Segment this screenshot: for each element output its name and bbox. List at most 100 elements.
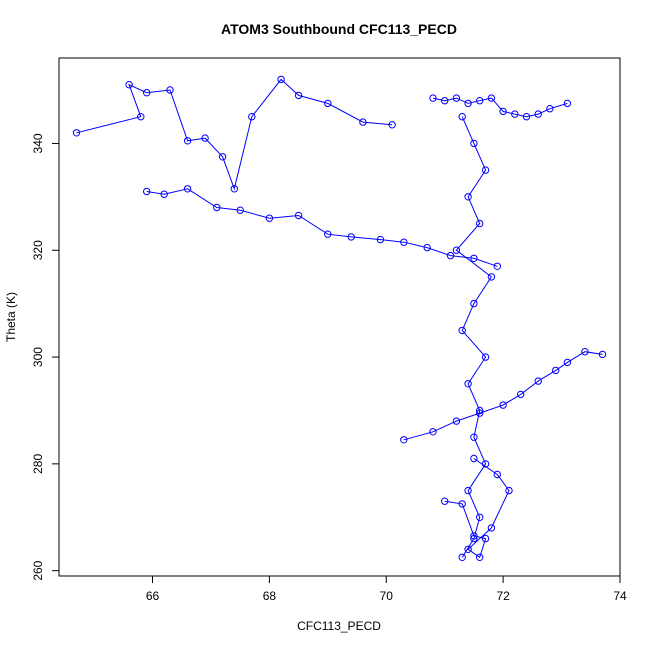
series-profile-tail-bottom	[441, 454, 513, 561]
data-point	[294, 211, 303, 220]
series-line	[76, 78, 393, 191]
data-point	[493, 262, 501, 270]
data-point	[487, 273, 496, 281]
data-point	[125, 81, 133, 89]
data-point	[476, 409, 484, 417]
series-profile-upper-band	[429, 94, 572, 121]
data-point	[476, 553, 484, 561]
data-point	[347, 233, 355, 241]
data-point	[160, 190, 168, 198]
series-profile-core	[452, 113, 496, 561]
series-layer	[72, 75, 607, 561]
data-point	[470, 454, 478, 463]
data-point	[464, 193, 472, 201]
data-point	[464, 380, 472, 388]
data-point	[470, 433, 478, 441]
y-axis: 260 280 300 320 340	[31, 133, 60, 581]
data-point	[476, 219, 484, 228]
series-line	[146, 188, 498, 267]
series-line	[455, 116, 493, 558]
y-tick-label: 300	[31, 347, 45, 367]
data-point	[458, 500, 466, 508]
series-profile-upper-left	[72, 75, 396, 193]
data-point	[236, 206, 244, 214]
data-point	[213, 203, 221, 212]
data-point	[324, 230, 332, 238]
data-point	[423, 243, 431, 252]
x-tick-label: 70	[380, 589, 394, 603]
data-point	[388, 121, 396, 129]
y-tick-label: 320	[31, 240, 45, 260]
data-point	[143, 187, 151, 196]
data-point	[499, 107, 507, 116]
series-profile-mid-left	[143, 185, 501, 270]
data-point	[143, 89, 151, 97]
data-point	[458, 326, 466, 335]
data-point	[476, 97, 484, 105]
data-point	[400, 238, 408, 246]
data-point	[441, 97, 449, 105]
data-point	[470, 299, 478, 308]
data-point	[183, 185, 192, 193]
data-point	[277, 75, 285, 84]
data-point	[218, 153, 227, 161]
data-point	[517, 390, 525, 399]
data-point	[376, 235, 385, 244]
x-tick-label: 66	[146, 589, 160, 603]
data-point	[230, 185, 239, 193]
data-point	[72, 129, 81, 137]
data-point	[476, 406, 484, 415]
data-point	[511, 110, 519, 118]
data-point	[458, 113, 466, 121]
data-point	[534, 110, 542, 118]
data-point	[563, 358, 572, 367]
y-tick-label: 260	[31, 560, 45, 580]
data-point	[166, 86, 174, 94]
data-point	[464, 99, 472, 108]
data-point	[481, 166, 490, 174]
data-point	[487, 94, 496, 102]
data-point	[499, 401, 507, 409]
x-axis: 66 68 70 72 74	[146, 575, 627, 603]
data-point	[598, 350, 607, 359]
data-point	[505, 486, 513, 495]
data-point	[201, 134, 209, 142]
data-point	[458, 553, 466, 561]
data-point	[294, 91, 303, 100]
data-point	[265, 214, 274, 222]
data-point	[476, 513, 484, 521]
data-point	[429, 428, 437, 436]
x-tick-label: 72	[496, 589, 510, 603]
data-point	[481, 353, 490, 361]
data-point	[464, 486, 472, 495]
data-point	[400, 436, 408, 444]
data-point	[452, 94, 461, 102]
x-tick-label: 74	[613, 589, 627, 603]
series-line	[444, 458, 510, 559]
data-point	[359, 118, 367, 126]
data-point	[470, 254, 478, 262]
data-point	[493, 470, 501, 479]
data-point	[470, 532, 478, 540]
series-line	[432, 97, 568, 118]
chart-title: ATOM3 Southbound CFC113_PECD	[221, 21, 457, 37]
y-tick-label: 280	[31, 454, 45, 474]
data-point	[546, 105, 554, 113]
data-point	[464, 545, 472, 553]
data-point	[137, 113, 145, 121]
data-point	[470, 139, 478, 148]
data-point	[487, 524, 496, 532]
data-point	[581, 348, 589, 356]
data-point	[552, 366, 560, 375]
x-axis-label: CFC113_PECD	[297, 619, 381, 633]
data-point	[522, 113, 531, 121]
y-tick-label: 340	[31, 133, 45, 153]
data-point	[429, 94, 437, 102]
data-point	[248, 113, 256, 121]
series-line	[403, 351, 603, 441]
x-tick-label: 68	[263, 589, 277, 603]
data-point	[452, 246, 461, 254]
data-point	[324, 99, 332, 108]
